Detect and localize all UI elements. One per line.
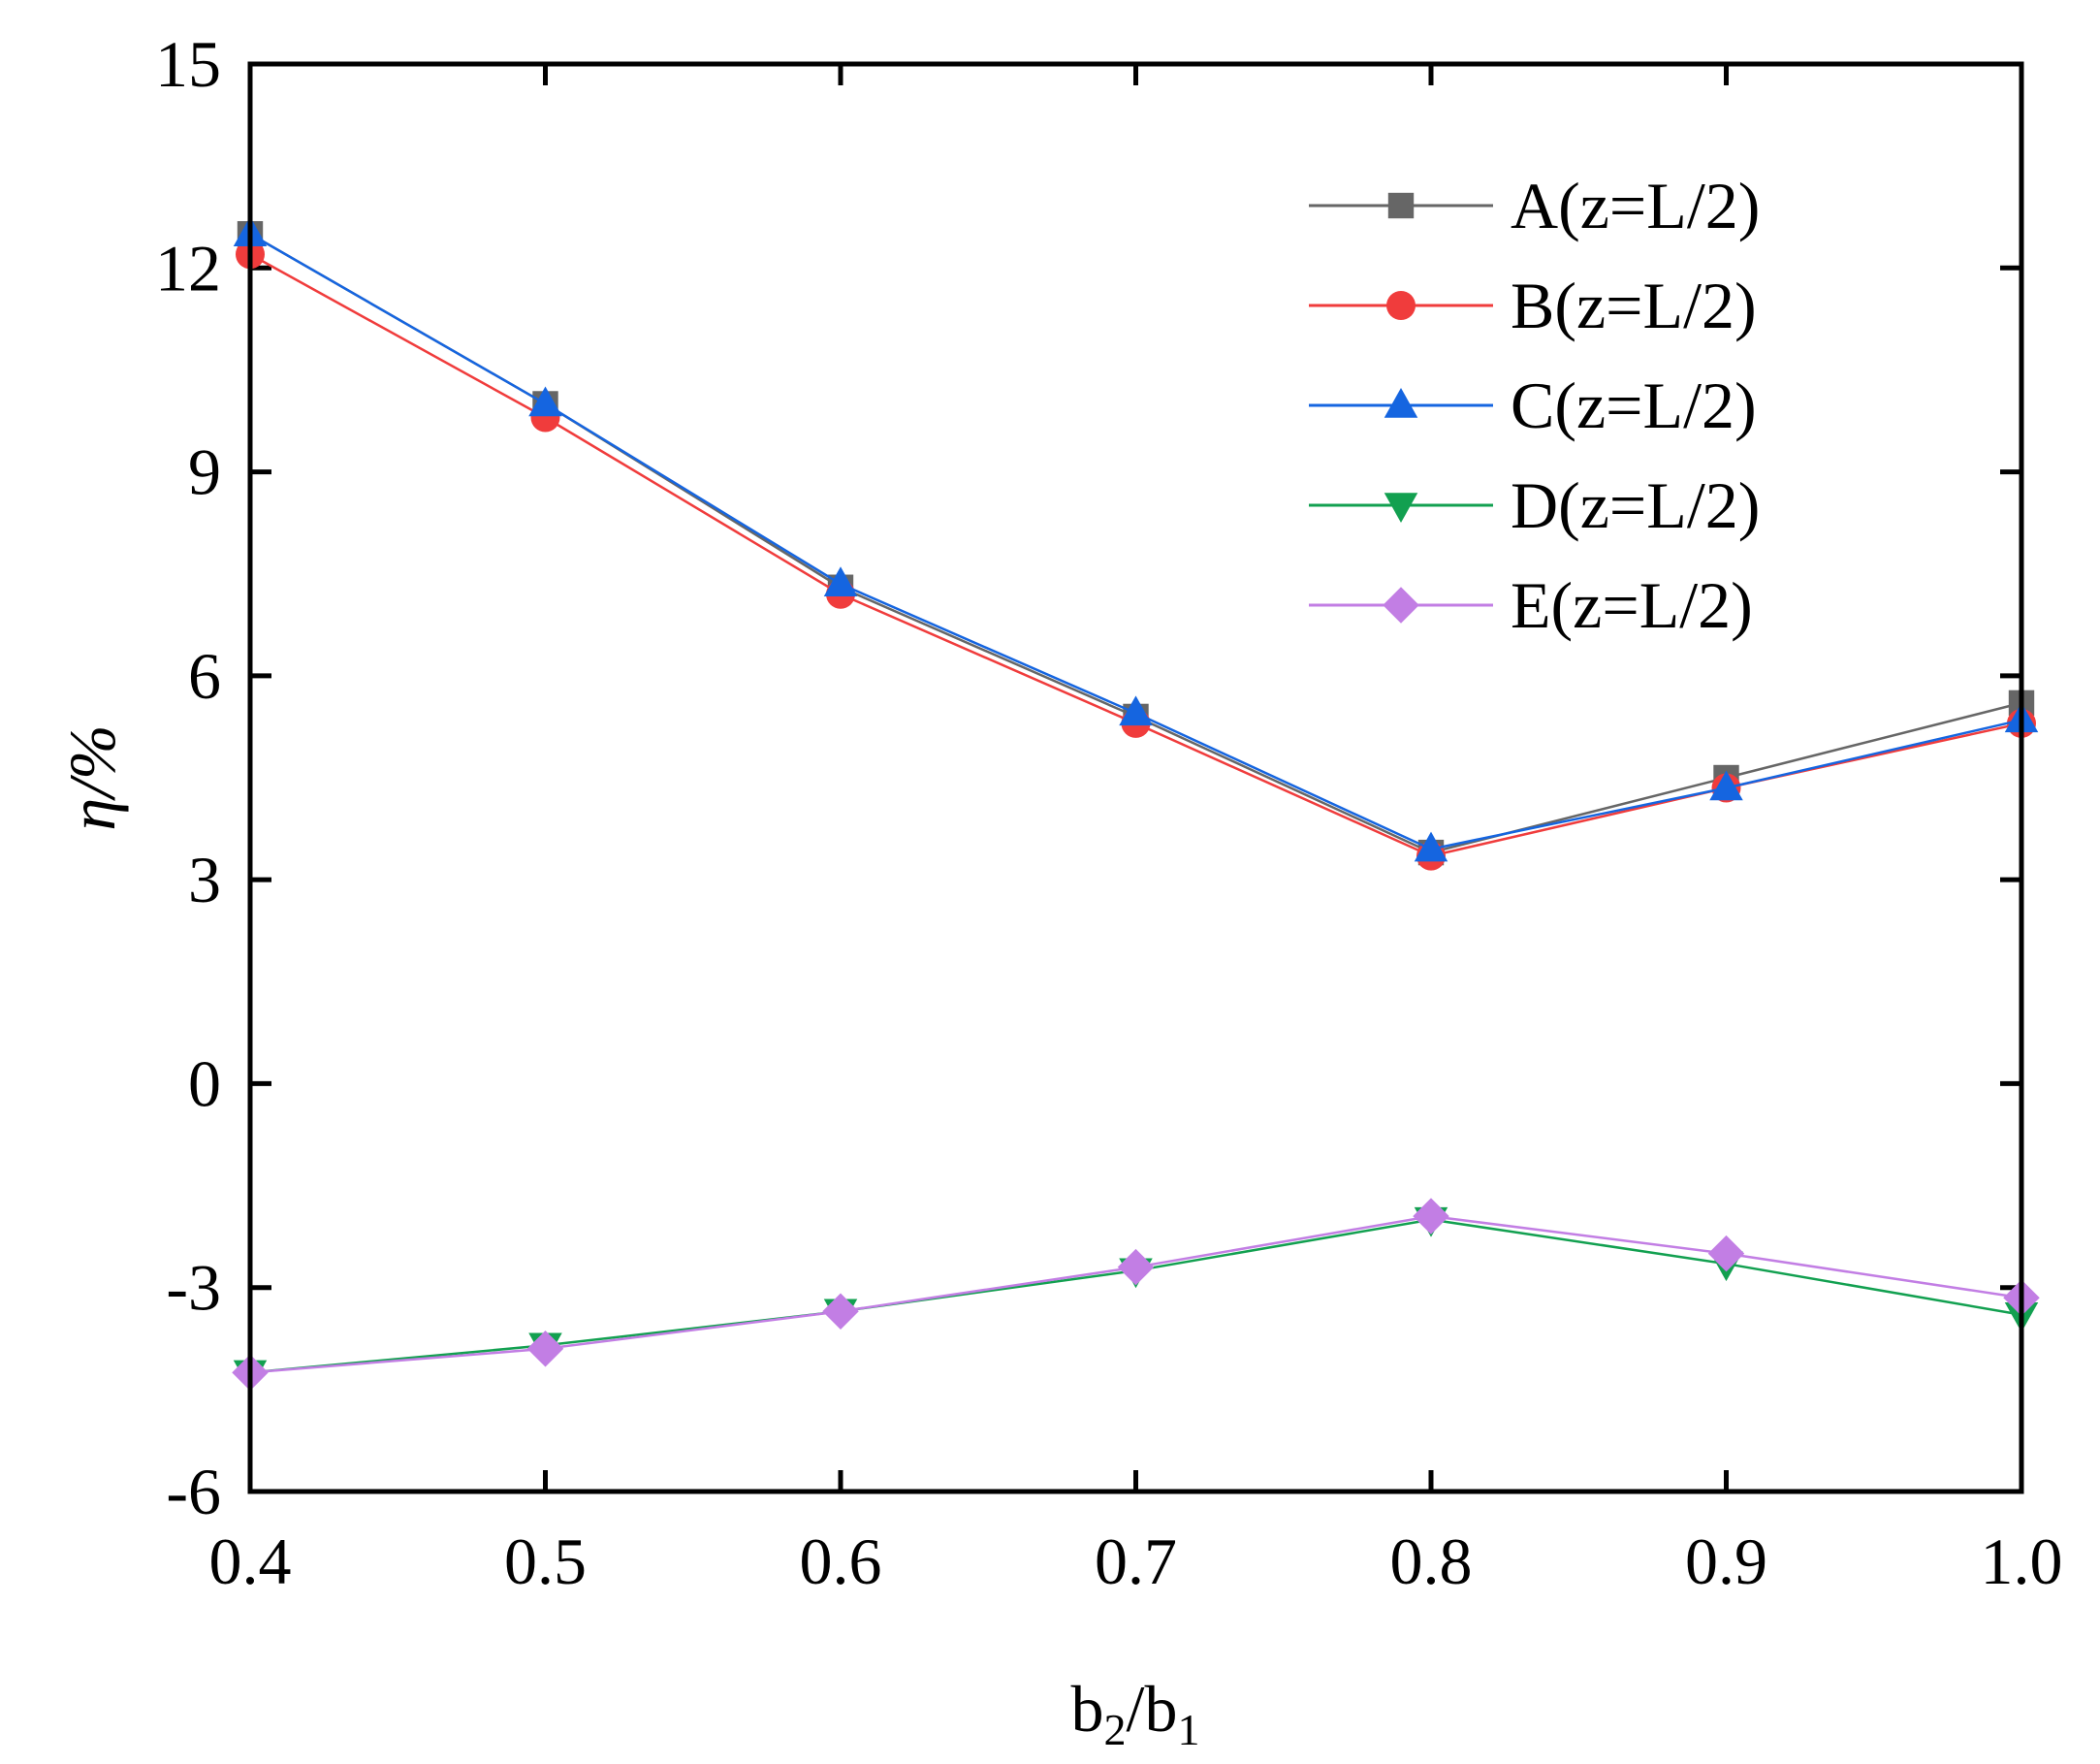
legend-marker xyxy=(1387,192,1415,219)
x-tick-label: 0.7 xyxy=(1095,1524,1177,1598)
legend-item: A(z=L/2) xyxy=(1309,169,1760,242)
series-b xyxy=(236,240,2036,871)
series-line xyxy=(249,1218,2022,1374)
x-axis-tick-labels: 0.4 0.5 0.6 0.7 0.8 0.9 1.0 xyxy=(209,1524,2063,1598)
legend-item: C(z=L/2) xyxy=(1309,369,1757,442)
data-point xyxy=(1119,695,1153,726)
data-point xyxy=(823,566,858,596)
series-e xyxy=(232,1198,2040,1392)
data-point xyxy=(1117,1248,1155,1286)
legend-label: E(z=L/2) xyxy=(1511,568,1753,642)
legend-marker xyxy=(1383,587,1419,624)
data-point xyxy=(1707,1235,1745,1272)
series-d xyxy=(233,1206,2039,1391)
x-tick-label: 0.9 xyxy=(1685,1524,1767,1598)
y-tick-label: 12 xyxy=(155,231,221,305)
plot-frame xyxy=(247,61,2024,1494)
x-tick-label: 0.8 xyxy=(1390,1524,1473,1598)
x-tick-label: 0.5 xyxy=(504,1524,587,1598)
data-point xyxy=(1414,831,1448,862)
data-point xyxy=(526,1331,564,1367)
x-axis-title: b2/b1 xyxy=(1071,1672,1200,1754)
y-tick-label: 15 xyxy=(155,27,221,101)
x-tick-label: 0.4 xyxy=(209,1524,292,1598)
y-tick-label: -3 xyxy=(166,1251,221,1325)
series-line xyxy=(249,253,2022,857)
y-tick-label: 6 xyxy=(188,639,221,713)
legend-marker xyxy=(1386,291,1416,320)
legend-label: C(z=L/2) xyxy=(1511,369,1757,442)
x-tick-label: 1.0 xyxy=(1981,1524,2063,1598)
data-point xyxy=(528,386,562,417)
y-tick-label: 0 xyxy=(188,1046,221,1120)
series-c xyxy=(233,216,2039,862)
legend-item: E(z=L/2) xyxy=(1309,568,1753,642)
y-axis-title: η/% xyxy=(55,724,129,830)
legend-label: A(z=L/2) xyxy=(1511,169,1760,242)
series-a xyxy=(237,221,2035,866)
legend-item: B(z=L/2) xyxy=(1309,269,1757,342)
data-point xyxy=(1413,1198,1449,1235)
legend-label: B(z=L/2) xyxy=(1511,269,1757,342)
y-tick-label: -6 xyxy=(166,1455,221,1528)
y-axis-tick-labels: -6 -3 0 3 6 9 12 15 xyxy=(155,27,221,1528)
data-point xyxy=(1709,770,1743,801)
legend-item: D(z=L/2) xyxy=(1309,468,1760,542)
x-tick-label: 0.6 xyxy=(800,1524,882,1598)
y-tick-label: 9 xyxy=(188,435,221,509)
legend: A(z=L/2) B(z=L/2) C(z=L/2) D(z=L/2) E(z=L/2) xyxy=(1309,169,1760,642)
y-tick-label: 3 xyxy=(188,843,221,916)
data-point xyxy=(822,1293,859,1330)
legend-marker xyxy=(1384,388,1418,418)
plot-area xyxy=(232,216,2040,1392)
legend-label: D(z=L/2) xyxy=(1511,468,1760,542)
legend-marker xyxy=(1384,493,1418,523)
